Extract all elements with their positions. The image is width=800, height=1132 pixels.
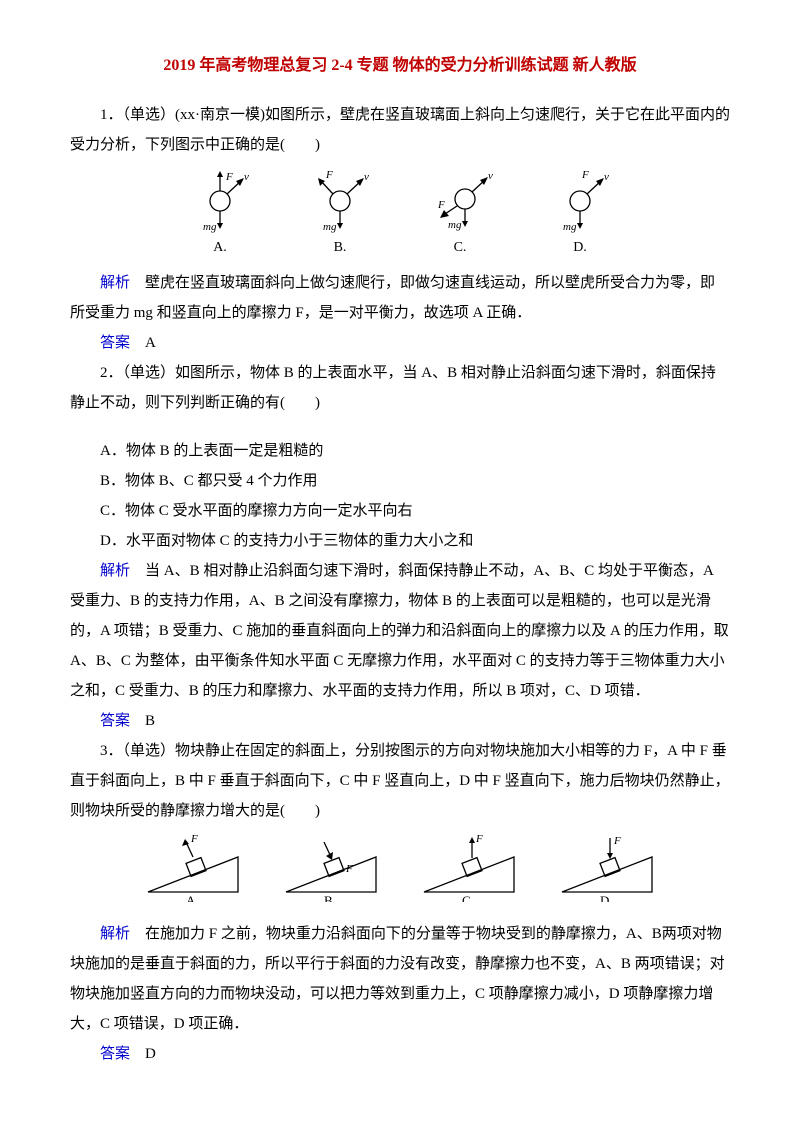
q3-explain: 解析 在施加力 F 之前，物块重力沿斜面向下的分量等于物块受到的静摩擦力，A、B… [70, 919, 730, 1039]
q2-answer: 答案 B [70, 706, 730, 736]
label-v: v [244, 171, 249, 183]
daan-label: 答案 [100, 713, 130, 729]
q1-answer: 答案 A [70, 328, 730, 358]
q1-label-c: C. [454, 234, 467, 262]
q3-diag-a: F A. [138, 832, 248, 913]
jiexi-label: 解析 [100, 926, 130, 942]
jiexi-label: 解析 [100, 275, 130, 291]
q2-optB: B．物体 B、C 都只受 4 个力作用 [70, 466, 730, 496]
q3-daan-text: D [130, 1046, 156, 1062]
label-mg: mg [563, 221, 577, 233]
q3-label-a: A. [186, 893, 199, 902]
q2-optC: C．物体 C 受水平面的摩擦力方向一定水平向右 [70, 496, 730, 526]
label-f: F [581, 169, 589, 181]
q3-answer: 答案 D [70, 1039, 730, 1069]
q1-diag-c: F v mg C. [415, 166, 505, 262]
q1-label-b: B. [334, 234, 347, 262]
jiexi-label: 解析 [100, 563, 130, 579]
q2-jiexi-text: 当 A、B 相对静止沿斜面匀速下滑时，斜面保持静止不动，A、B、C 均处于平衡态… [70, 563, 729, 699]
label-f: F [190, 833, 198, 845]
daan-label: 答案 [100, 1046, 130, 1062]
label-mg: mg [203, 221, 217, 233]
label-v: v [604, 171, 609, 183]
label-f: F [437, 199, 445, 211]
spacer [70, 418, 730, 436]
q1-explain: 解析 壁虎在竖直玻璃面斜向上做匀速爬行，即做匀速直线运动，所以壁虎所受合力为零，… [70, 268, 730, 328]
q1-diag-d: F v mg D. [535, 166, 625, 262]
q3-text: 3．（单选）物块静止在固定的斜面上，分别按图示的方向对物块施加大小相等的力 F，… [70, 736, 730, 826]
q3-jiexi-text: 在施加力 F 之前，物块重力沿斜面向下的分量等于物块受到的静摩擦力，A、B两项对… [70, 926, 725, 1032]
q1-daan-text: A [130, 335, 156, 351]
daan-label: 答案 [100, 335, 130, 351]
q3-label-d: D. [600, 893, 613, 902]
page-title: 2019 年高考物理总复习 2-4 专题 物体的受力分析训练试题 新人教版 [70, 50, 730, 82]
q1-label-d: D. [573, 234, 587, 262]
title-text: 2019 年高考物理总复习 2-4 专题 物体的受力分析训练试题 新人教版 [163, 57, 636, 74]
label-v: v [488, 170, 493, 182]
label-f: F [225, 171, 233, 183]
q3-label-c: C. [462, 893, 474, 902]
label-f: F [325, 169, 333, 181]
q3-diag-c: F C. [414, 832, 524, 913]
q2-explain: 解析 当 A、B 相对静止沿斜面匀速下滑时，斜面保持静止不动，A、B、C 均处于… [70, 556, 730, 706]
q3-diag-b: F B. [276, 832, 386, 913]
q3-diagrams: F A. F B. F C. F [70, 832, 730, 913]
label-f: F [613, 835, 621, 847]
q3-diag-d: F D. [552, 832, 662, 913]
label-v: v [364, 171, 369, 183]
q2-optA: A．物体 B 的上表面一定是粗糙的 [70, 436, 730, 466]
q1-jiexi-text: 壁虎在竖直玻璃面斜向上做匀速爬行，即做匀速直线运动，所以壁虎所受合力为零，即所受… [70, 275, 715, 321]
q1-label-a: A. [213, 234, 227, 262]
q1-diag-a: F v mg A. [175, 166, 265, 262]
label-mg: mg [448, 219, 462, 231]
q3-label-b: B. [324, 893, 336, 902]
q1-text: 1．（单选）(xx·南京一模)如图所示，壁虎在竖直玻璃面上斜向上匀速爬行，关于它… [70, 100, 730, 160]
q1-diagrams: F v mg A. F v mg B. [70, 166, 730, 262]
label-f: F [345, 863, 353, 875]
q1-diag-b: F v mg B. [295, 166, 385, 262]
label-f: F [475, 833, 483, 845]
q2-text: 2．（单选）如图所示，物体 B 的上表面水平，当 A、B 相对静止沿斜面匀速下滑… [70, 358, 730, 418]
q2-daan-text: B [130, 713, 155, 729]
q2-optD: D．水平面对物体 C 的支持力小于三物体的重力大小之和 [70, 526, 730, 556]
label-mg: mg [323, 221, 337, 233]
